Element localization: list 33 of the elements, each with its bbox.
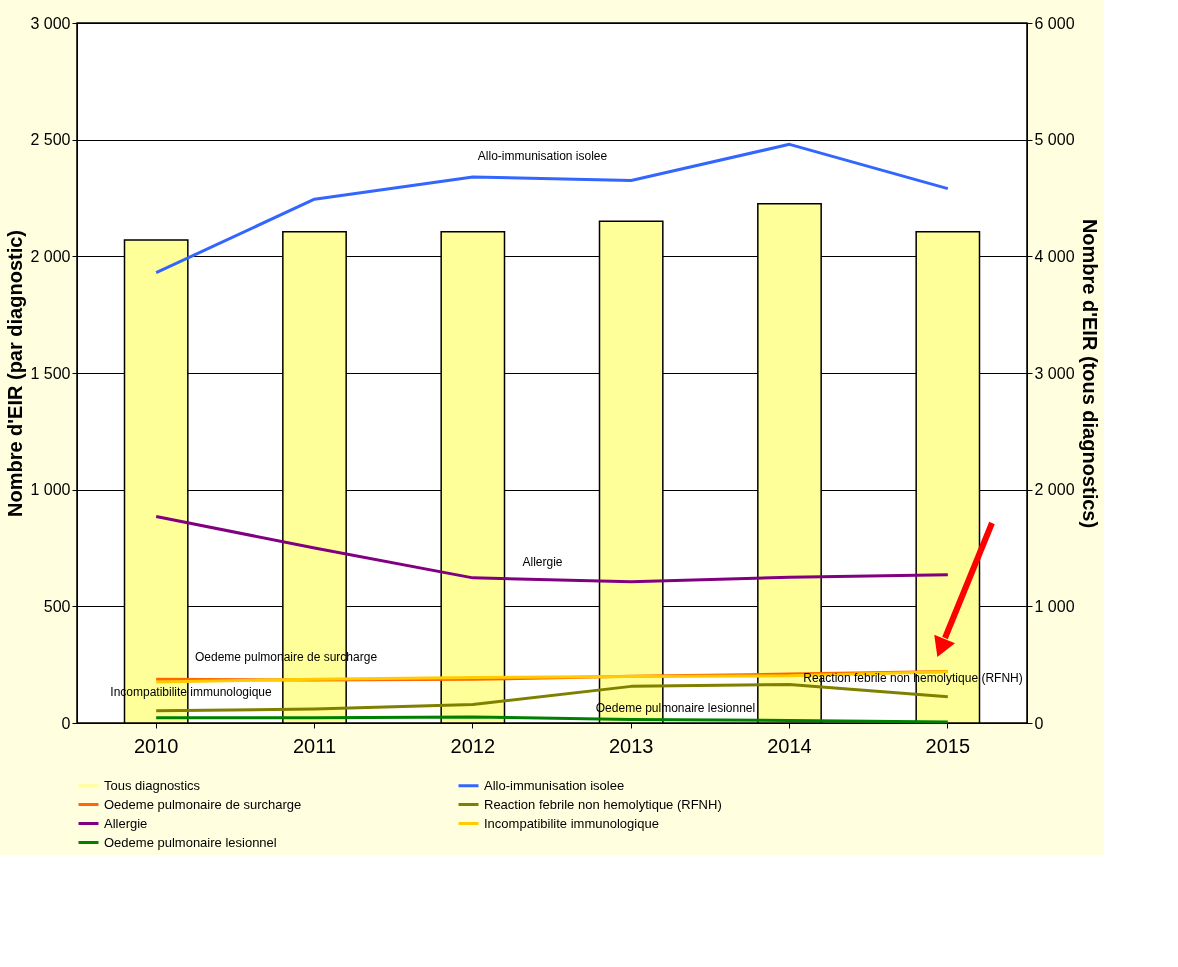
line-series — [154, 515, 950, 584]
y2-axis-title: Nombre d'EIR (tous diagnostics) — [1078, 218, 1101, 529]
annotation: Allergie — [522, 555, 563, 569]
legend-label: Incompatibilite immunologique — [484, 815, 659, 831]
legend-label: Tous diagnostics — [104, 777, 201, 793]
legend-label: Allergie — [104, 815, 148, 831]
x-tick-label: 2014 — [767, 734, 812, 757]
y2-tick-label: 0 — [1034, 714, 1044, 732]
y-tick-label: 3 000 — [30, 14, 71, 32]
y2-tick-label: 5 000 — [1034, 131, 1075, 149]
y-tick-label: 2 000 — [30, 247, 71, 265]
x-tick-label: 2013 — [608, 734, 654, 757]
y-tick-label: 1 000 — [30, 481, 71, 499]
y-tick-label: 1 500 — [30, 364, 71, 382]
y-tick-label: 500 — [43, 597, 71, 615]
y2-tick-label: 2 000 — [1034, 481, 1075, 499]
x-tick-label: 2010 — [133, 734, 179, 757]
y2-tick-label: 3 000 — [1034, 364, 1075, 382]
legend-label: Oedeme pulmonaire lesionnel — [104, 834, 277, 850]
annotation: Allo-immunisation isolee — [477, 149, 608, 163]
y2-tick-label: 1 000 — [1034, 597, 1075, 615]
y-axis-title: Nombre d'EIR (par diagnostic) — [4, 229, 27, 518]
x-tick-label: 2011 — [292, 734, 337, 757]
legend-label: Reaction febrile non hemolytique (RFNH) — [484, 796, 722, 812]
legend-label: Oedeme pulmonaire de surcharge — [104, 796, 302, 812]
x-tick-label: 2015 — [925, 734, 971, 757]
y2-tick-label: 6 000 — [1034, 14, 1075, 32]
y2-tick-label: 4 000 — [1034, 247, 1075, 265]
legend-label: Allo-immunisation isolee — [484, 777, 625, 793]
line-series — [154, 142, 950, 275]
y-tick-label: 2 500 — [30, 131, 71, 149]
x-tick-label: 2012 — [450, 734, 496, 757]
y-tick-label: 0 — [61, 714, 71, 732]
